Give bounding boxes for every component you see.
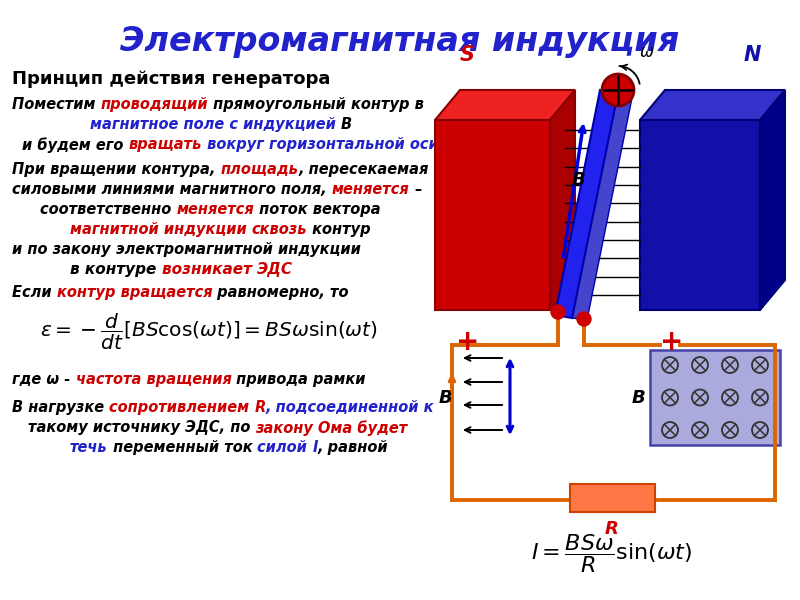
Text: контур: контур — [307, 222, 371, 237]
Text: I: I — [312, 440, 318, 455]
Bar — [435, 120, 550, 310]
Text: B: B — [438, 389, 452, 407]
Text: и будем его: и будем его — [22, 137, 129, 153]
Text: $\varepsilon = -\dfrac{d}{dt}[BS\cos(\omega t)] = BS\omega\sin(\omega t)$: $\varepsilon = -\dfrac{d}{dt}[BS\cos(\om… — [40, 312, 378, 352]
Text: B: B — [631, 389, 645, 407]
Text: проводящий: проводящий — [101, 97, 208, 112]
Text: вокруг горизонтальной оси: вокруг горизонтальной оси — [202, 137, 438, 152]
Text: +: + — [456, 328, 480, 356]
Text: переменный ток: переменный ток — [108, 440, 258, 455]
Text: меняется: меняется — [176, 202, 254, 217]
Text: сквозь: сквозь — [252, 222, 307, 237]
Circle shape — [577, 312, 591, 326]
Text: В нагрузке: В нагрузке — [12, 400, 110, 415]
Polygon shape — [572, 95, 632, 320]
Polygon shape — [435, 90, 575, 120]
Bar — [640, 120, 760, 310]
Text: возникает: возникает — [162, 262, 257, 277]
Text: , равной: , равной — [318, 440, 389, 455]
Text: +: + — [660, 328, 684, 356]
Text: равномерно, то: равномерно, то — [212, 285, 349, 300]
Polygon shape — [760, 90, 785, 310]
Text: контур вращается: контур вращается — [57, 285, 212, 300]
Text: B: B — [341, 117, 352, 132]
Text: R: R — [605, 520, 619, 538]
Text: ЭДС: ЭДС — [257, 262, 293, 277]
Text: прямоугольный контур в: прямоугольный контур в — [208, 97, 424, 112]
Text: B: B — [572, 171, 586, 189]
Text: поток вектора: поток вектора — [254, 202, 381, 217]
Text: , пересекаемая: , пересекаемая — [298, 162, 429, 177]
Text: электромагнитной индукции: электромагнитной индукции — [116, 242, 361, 257]
Text: , подсоединенной к: , подсоединенной к — [266, 400, 434, 415]
Text: N: N — [743, 45, 761, 65]
Text: силой: силой — [258, 440, 312, 455]
Text: закону Ома будет: закону Ома будет — [255, 420, 408, 436]
Text: –: – — [410, 182, 422, 197]
Text: $I = \dfrac{BS\omega}{R}\sin(\omega t)$: $I = \dfrac{BS\omega}{R}\sin(\omega t)$ — [531, 532, 693, 575]
Text: и по закону: и по закону — [12, 242, 116, 257]
Text: Принцип действия генератора: Принцип действия генератора — [12, 70, 330, 88]
Text: частота вращения: частота вращения — [75, 372, 231, 387]
Text: магнитное поле с индукцией: магнитное поле с индукцией — [90, 117, 341, 132]
Polygon shape — [640, 90, 785, 120]
Text: меняется: меняется — [332, 182, 410, 197]
Text: Если: Если — [12, 285, 57, 300]
Polygon shape — [550, 90, 575, 310]
Bar — [570, 484, 655, 512]
Circle shape — [551, 305, 565, 319]
Text: магнитной индукции: магнитной индукции — [70, 222, 252, 237]
Text: такому источнику ЭДС, по: такому источнику ЭДС, по — [28, 420, 255, 435]
Text: Поместим: Поместим — [12, 97, 101, 112]
Text: ω: ω — [640, 43, 654, 61]
Text: вращать: вращать — [129, 137, 202, 152]
Circle shape — [602, 74, 634, 106]
Text: площадь: площадь — [221, 162, 298, 177]
Text: в контуре: в контуре — [70, 262, 162, 277]
Text: сопротивлением: сопротивлением — [110, 400, 254, 415]
Text: где ω -: где ω - — [12, 372, 75, 387]
Bar — [650, 350, 780, 445]
Polygon shape — [555, 90, 618, 318]
Text: S: S — [459, 45, 474, 65]
Text: привода рамки: привода рамки — [231, 372, 366, 387]
Text: течь: течь — [70, 440, 108, 455]
Text: соответственно: соответственно — [40, 202, 176, 217]
Text: Электромагнитная индукция: Электромагнитная индукция — [121, 25, 679, 58]
Text: силовыми линиями магнитного поля,: силовыми линиями магнитного поля, — [12, 182, 332, 197]
Text: R: R — [254, 400, 266, 415]
Text: При вращении контура,: При вращении контура, — [12, 162, 221, 177]
